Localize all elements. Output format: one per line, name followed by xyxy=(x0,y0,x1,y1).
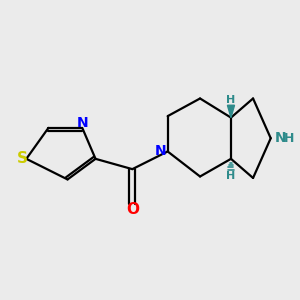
Text: N: N xyxy=(275,131,287,145)
Text: H: H xyxy=(226,172,236,182)
Polygon shape xyxy=(227,105,235,118)
Text: N: N xyxy=(154,145,166,158)
Text: H: H xyxy=(284,132,294,145)
Text: O: O xyxy=(126,202,139,217)
Text: S: S xyxy=(16,151,27,166)
Text: N: N xyxy=(76,116,88,130)
Text: H: H xyxy=(226,95,236,105)
